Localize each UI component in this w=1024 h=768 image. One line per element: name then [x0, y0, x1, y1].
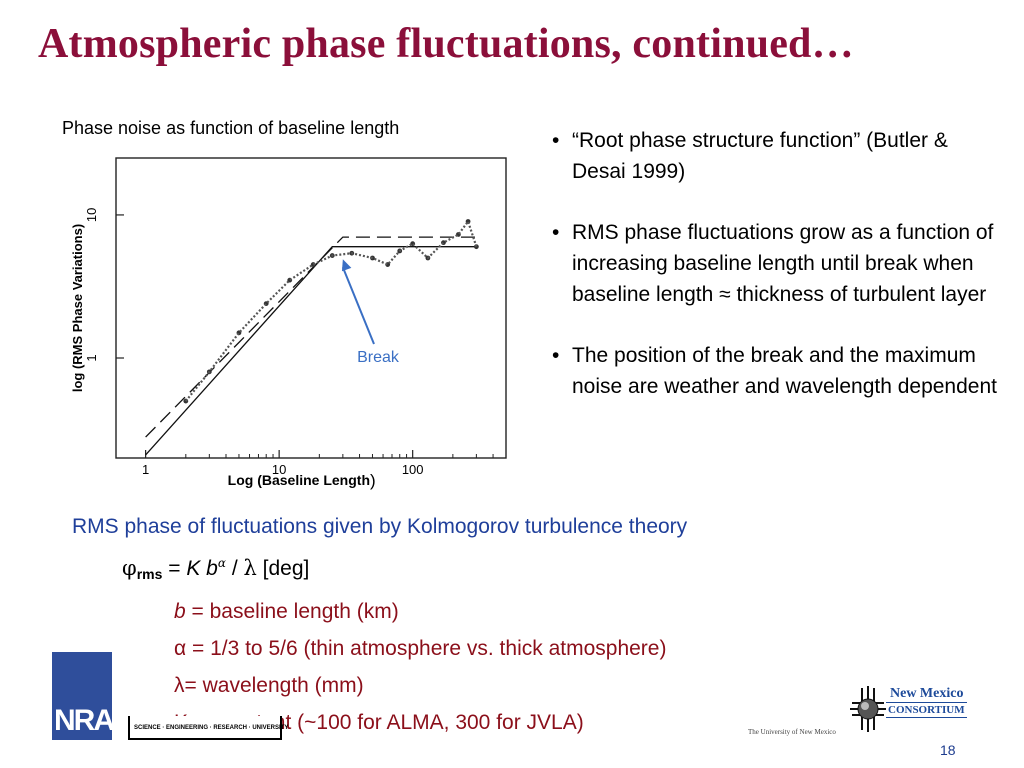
- x-tick-label: 10: [272, 462, 286, 477]
- phase-noise-plot: log (RMS Phase Variations) Log (Baseline…: [58, 150, 516, 498]
- lambda-symbol: λ: [243, 556, 257, 580]
- bullet-text: RMS phase fluctuations grow as a functio…: [572, 221, 994, 306]
- plot-svg: log (RMS Phase Variations) Log (Baseline…: [70, 157, 507, 490]
- nmc-line2: CONSORTIUM: [886, 702, 967, 718]
- nm-consortium-logo: New Mexico CONSORTIUM: [848, 684, 978, 734]
- x-tick-label: 1: [142, 462, 149, 477]
- x-tick-label: 100: [402, 462, 424, 477]
- rms-subscript: rms: [136, 566, 163, 582]
- equals-sign: =: [162, 557, 187, 580]
- def-b: b = baseline length (km): [174, 593, 892, 630]
- y-axis-label: log (RMS Phase Variations): [70, 224, 85, 392]
- def-lambda: λ= wavelength (mm): [174, 674, 364, 697]
- data-trace: [184, 219, 478, 402]
- kolmogorov-section: RMS phase of fluctuations given by Kolmo…: [72, 508, 892, 741]
- unm-logo-text: The University of New Mexico: [748, 728, 836, 736]
- def-b-text: = baseline length (km): [185, 600, 399, 623]
- figure-caption: Phase noise as function of baseline leng…: [62, 118, 400, 138]
- x-axis-label-group: Log (Baseline Length ): [228, 471, 376, 490]
- annotation-layer: Break: [341, 259, 400, 366]
- unit-deg: [deg]: [256, 557, 310, 580]
- bullet-dot: •: [552, 129, 560, 152]
- bullet-item: • “Root phase structure function” (Butle…: [548, 125, 998, 187]
- break-label: Break: [357, 349, 400, 366]
- divide-slash: /: [225, 557, 244, 580]
- footer-banner-text: SCIENCE · ENGINEERING · RESEARCH · UNIVE…: [134, 725, 289, 731]
- dashed-line: [145, 236, 477, 438]
- bullet-dot: •: [552, 221, 560, 244]
- bullet-item: • RMS phase fluctuations grow as a funct…: [548, 217, 998, 310]
- page-number: 18: [940, 742, 956, 758]
- ticks-layer: 1 10 100 1 10: [84, 208, 507, 477]
- k-b-term: K b: [186, 557, 218, 580]
- plot-frame: [115, 157, 507, 459]
- bullet-dot: •: [552, 344, 560, 367]
- bullet-list: • “Root phase structure function” (Butle…: [548, 125, 998, 432]
- break-arrow: [341, 266, 375, 345]
- slide-title: Atmospheric phase fluctuations, continue…: [38, 21, 854, 67]
- def-alpha: α = 1/3 to 5/6 (thin atmosphere vs. thic…: [174, 637, 667, 660]
- phi-symbol: φ: [122, 556, 137, 580]
- bullet-text: “Root phase structure function” (Butler …: [572, 129, 948, 183]
- nmc-line1: New Mexico: [890, 686, 964, 701]
- footer-banner: SCIENCE · ENGINEERING · RESEARCH · UNIVE…: [128, 716, 288, 740]
- phase-formula: φrms = K bα / λ [deg]: [72, 545, 892, 593]
- nrao-logo: NRAO: [52, 652, 136, 740]
- x-axis-label: Log (Baseline Length: [228, 472, 370, 488]
- nrao-logo-text: NRAO: [54, 704, 136, 737]
- y-tick-label: 1: [84, 354, 99, 361]
- break-arrowhead: [341, 259, 352, 272]
- definitions: b = baseline length (km) α = 1/3 to 5/6 …: [72, 593, 892, 741]
- bullet-text: The position of the break and the maximu…: [572, 344, 997, 398]
- zia-sun-icon: [850, 686, 886, 732]
- alpha-superscript: α: [217, 556, 226, 570]
- x-axis-label-paren: ): [370, 471, 376, 490]
- y-tick-label: 10: [84, 208, 99, 222]
- bullet-item: • The position of the break and the maxi…: [548, 340, 998, 402]
- series-layer: [145, 219, 479, 456]
- kolmogorov-intro: RMS phase of fluctuations given by Kolmo…: [72, 515, 688, 538]
- solid-line: [145, 246, 477, 456]
- def-b-var: b: [174, 600, 186, 623]
